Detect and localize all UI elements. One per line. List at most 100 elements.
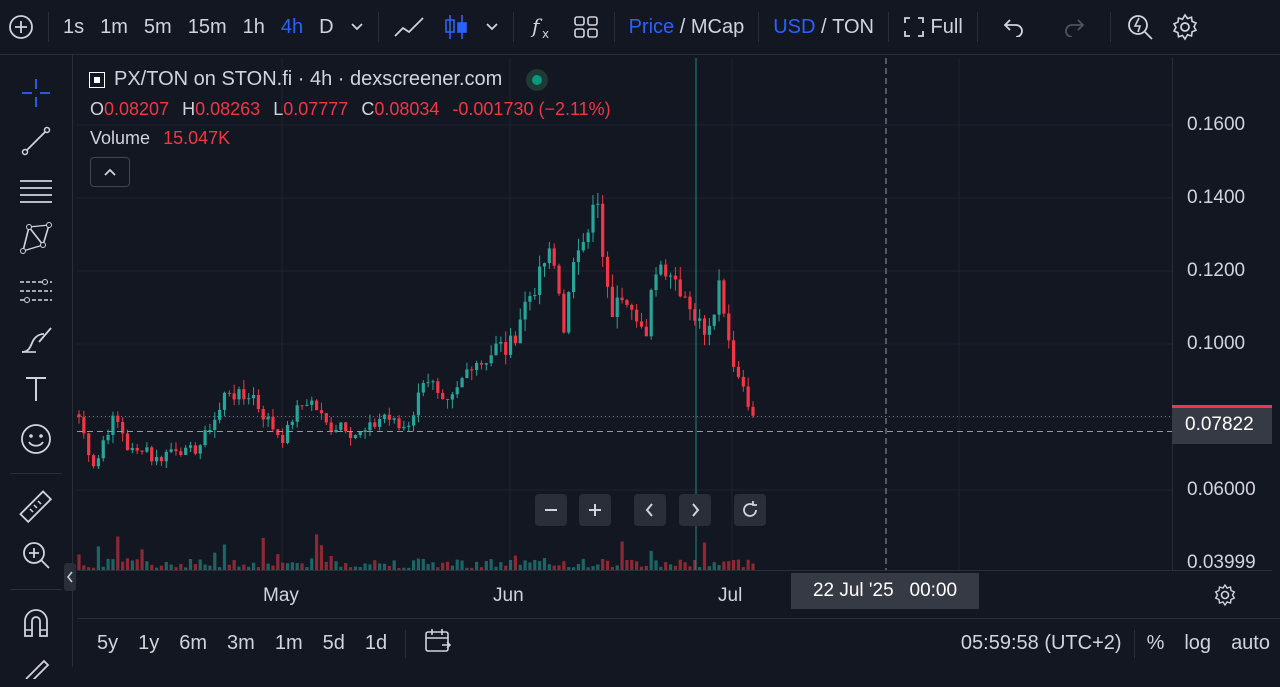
add-symbol-button[interactable] xyxy=(0,0,42,54)
market-status-dot xyxy=(526,68,549,91)
percent-scale-toggle[interactable]: % xyxy=(1146,632,1165,654)
candle xyxy=(654,267,658,297)
magnet-tool[interactable] xyxy=(18,605,54,641)
volume-bar xyxy=(300,563,304,570)
line-chart-button[interactable] xyxy=(385,0,435,54)
scroll-left-button[interactable] xyxy=(634,494,666,526)
price-mcap-toggle[interactable]: Price / MCap xyxy=(621,0,753,54)
candle-body xyxy=(736,366,741,377)
candle xyxy=(707,318,711,346)
candle-body xyxy=(732,340,736,367)
volume-bar xyxy=(285,563,290,570)
collapse-legend-button[interactable] xyxy=(90,157,130,187)
zoom-in-button[interactable] xyxy=(579,494,611,526)
interval-15m[interactable]: 15m xyxy=(187,15,227,38)
chart-pane[interactable] xyxy=(77,58,1172,570)
candle-body xyxy=(668,275,673,277)
interval-1h[interactable]: 1h xyxy=(242,15,265,38)
collapse-toolbar-button[interactable] xyxy=(64,563,76,591)
range-1d[interactable]: 1d xyxy=(364,632,388,654)
range-5d[interactable]: 5d xyxy=(322,632,345,654)
pattern-tool[interactable] xyxy=(18,221,54,257)
legend-toggle-icon[interactable] xyxy=(89,71,105,88)
interval-1s[interactable]: 1s xyxy=(63,15,85,38)
emoji-tool[interactable] xyxy=(18,421,54,457)
currency-toggle[interactable]: USD / TON xyxy=(765,0,882,54)
candle-body xyxy=(290,421,294,425)
settings-button[interactable] xyxy=(1163,0,1207,54)
fib-tool[interactable] xyxy=(18,173,54,209)
volume-bar xyxy=(717,565,721,570)
candle-body xyxy=(678,279,682,297)
volume-bar xyxy=(678,559,682,570)
redo-button[interactable] xyxy=(1044,0,1104,54)
volume-bar xyxy=(688,566,692,570)
interval-1m[interactable]: 1m xyxy=(100,15,128,38)
mcap-option[interactable]: MCap xyxy=(690,15,745,38)
candle-body xyxy=(96,458,100,467)
measure-tool[interactable] xyxy=(18,489,54,525)
time-axis[interactable]: May Jun Jul xyxy=(77,570,1272,617)
fullscreen-button[interactable]: Full xyxy=(895,0,971,54)
ruler-icon xyxy=(19,490,53,524)
range-1m[interactable]: 1m xyxy=(274,632,303,654)
candle xyxy=(615,285,619,329)
volume-bar xyxy=(659,566,663,570)
price-axis[interactable]: 0.1600 0.1400 0.1200 0.1000 0.06000 0.03… xyxy=(1172,58,1273,573)
timezone-clock[interactable]: 05:59:58 (UTC+2) xyxy=(960,632,1122,654)
usd-option[interactable]: USD xyxy=(773,15,816,38)
open-label: O xyxy=(90,99,105,119)
volume-bar xyxy=(218,567,222,570)
separator xyxy=(1133,629,1135,658)
range-3m[interactable]: 3m xyxy=(227,632,255,654)
range-1y[interactable]: 1y xyxy=(138,632,160,654)
candle-body xyxy=(513,335,518,344)
candle-body xyxy=(334,429,338,432)
chart-type-dropdown[interactable] xyxy=(477,0,507,54)
interval-4h[interactable]: 4h xyxy=(280,15,304,38)
candle xyxy=(489,345,493,367)
go-to-date-button[interactable] xyxy=(414,628,462,660)
interval-dropdown[interactable] xyxy=(342,0,372,54)
volume-bar xyxy=(610,567,614,570)
candlestick-chart[interactable] xyxy=(77,58,1172,570)
trendline-tool[interactable] xyxy=(18,123,54,159)
axis-settings-button[interactable] xyxy=(1213,583,1237,612)
reset-chart-button[interactable] xyxy=(734,494,766,526)
undo-button[interactable] xyxy=(984,0,1044,54)
volume-bar xyxy=(673,565,678,570)
text-tool[interactable] xyxy=(18,371,54,407)
volume-bar xyxy=(518,564,522,570)
log-scale-toggle[interactable]: log xyxy=(1184,632,1212,654)
auto-scale-toggle[interactable]: auto xyxy=(1231,632,1270,654)
price-option[interactable]: Price xyxy=(628,15,675,38)
range-6m[interactable]: 6m xyxy=(179,632,208,654)
candle xyxy=(276,428,280,438)
crosshair-tool[interactable] xyxy=(18,75,54,111)
chevron-up-icon xyxy=(104,168,116,176)
ton-option[interactable]: TON xyxy=(832,15,874,38)
scroll-right-button[interactable] xyxy=(679,494,711,526)
candle-body xyxy=(581,242,585,251)
candles-button[interactable] xyxy=(435,0,477,54)
lock-drawing-tool[interactable] xyxy=(18,651,54,687)
range-5y[interactable]: 5y xyxy=(97,632,119,654)
candle xyxy=(198,444,202,460)
interval-5m[interactable]: 5m xyxy=(143,15,172,38)
candle-body xyxy=(91,455,96,467)
zoom-tool[interactable] xyxy=(18,537,54,573)
candle xyxy=(523,291,527,331)
interval-d[interactable]: D xyxy=(319,15,334,38)
layouts-button[interactable] xyxy=(564,0,608,54)
brush-tool[interactable] xyxy=(18,323,54,359)
volume-bar xyxy=(596,564,600,570)
candle-body xyxy=(368,422,372,431)
quick-search-button[interactable] xyxy=(1117,0,1163,54)
volume-bar xyxy=(247,566,251,570)
candle-body xyxy=(635,309,639,322)
zoom-out-button[interactable] xyxy=(535,494,567,526)
chevron-left-icon xyxy=(645,503,653,517)
volume-bar xyxy=(630,559,634,570)
forecast-tool[interactable] xyxy=(18,273,54,309)
